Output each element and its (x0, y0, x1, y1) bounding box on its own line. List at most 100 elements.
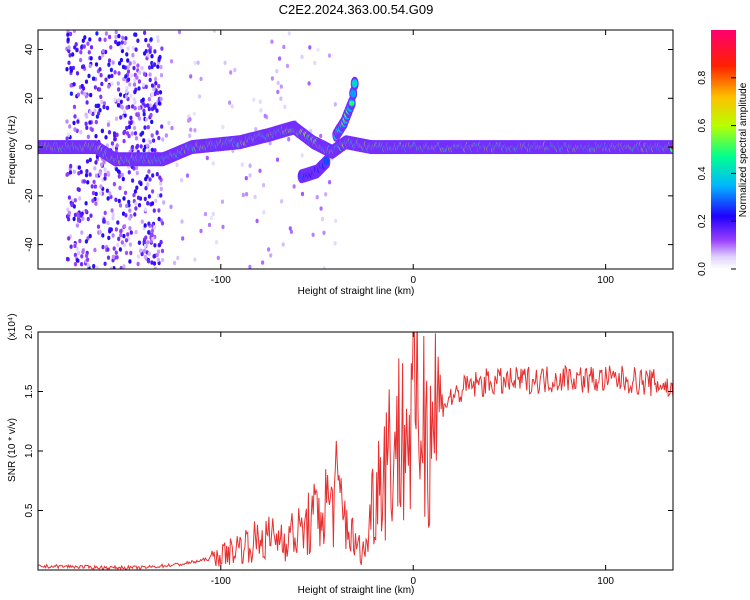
heatmap-cell (143, 51, 147, 56)
heatmap-cell (134, 229, 138, 235)
snr-series-line (38, 332, 673, 570)
spectrogram-panel: -100 0 100 40 20 0 -20 -40 Height of straight l… (7, 29, 674, 297)
heatmap-cell (123, 109, 127, 114)
heatmap-cell (101, 233, 105, 238)
heatmap-cell (118, 92, 123, 97)
heatmap-cell (79, 130, 83, 135)
heatmap-cell (73, 252, 77, 258)
heatmap-cell (79, 50, 83, 55)
colorbar-tick-label: 0.0 (697, 262, 708, 276)
heatmap-cell (126, 232, 130, 237)
heatmap-cell (85, 125, 89, 130)
heatmap-cell (76, 92, 80, 97)
heatmap-cell (153, 225, 157, 230)
heatmap-cell (120, 240, 124, 245)
heatmap-cell (175, 162, 179, 168)
heatmap-cell (73, 262, 78, 267)
heatmap-cell (132, 82, 137, 87)
heatmap-cell (180, 178, 184, 183)
heatmap-cell (110, 141, 114, 146)
heatmap-cell (254, 127, 258, 132)
heatmap-cell (150, 260, 154, 265)
colorbar-tick-label: 0.2 (697, 214, 708, 228)
heatmap-cell (159, 239, 163, 245)
heatmap-cell (79, 213, 83, 218)
heatmap-cell (86, 134, 90, 139)
heatmap-cell (112, 182, 116, 187)
heatmap-cell (119, 233, 123, 238)
heatmap-cell (233, 67, 237, 73)
heatmap-cell (156, 193, 160, 198)
heatmap-cell (114, 250, 118, 255)
heatmap-cell (142, 248, 147, 254)
heatmap-cell (147, 251, 151, 256)
heatmap-cell (137, 86, 141, 91)
heatmap-cell (86, 180, 90, 185)
heatmap-cell (133, 189, 137, 194)
heatmap-cell (98, 37, 102, 42)
heatmap-cell (322, 265, 326, 269)
heatmap-cell (262, 183, 266, 188)
heatmap-cell (111, 233, 115, 238)
heatmap-cell (76, 119, 80, 124)
heatmap-cell (279, 96, 283, 101)
heatmap-cell (129, 73, 134, 78)
heatmap-cell (109, 67, 113, 73)
snr-ylabel: SNR (10 * v/v) (7, 418, 18, 482)
heatmap-cell (288, 226, 292, 231)
heatmap-cell (92, 264, 96, 269)
heatmap-cell (158, 90, 163, 95)
heatmap-cell (127, 124, 131, 130)
heatmap-cell (153, 243, 157, 248)
heatmap-cell (122, 242, 126, 248)
heatmap-cell (146, 240, 150, 245)
heatmap-cell (144, 207, 148, 212)
heatmap-cell (85, 159, 90, 164)
heatmap-cell (142, 138, 146, 143)
snr-xtick-label: 100 (597, 576, 614, 587)
heatmap-cell (133, 106, 137, 111)
heatmap-cell (130, 131, 134, 136)
heatmap-cell (103, 167, 107, 172)
heatmap-cell (113, 137, 117, 142)
heatmap-cell (307, 81, 311, 86)
heatmap-cell (167, 120, 171, 126)
heatmap-cell (144, 37, 148, 43)
heatmap-cell (241, 192, 245, 198)
heatmap-cell (153, 91, 157, 97)
heatmap-cell (84, 79, 89, 84)
heatmap-cell (275, 157, 280, 162)
heatmap-cell (138, 70, 142, 75)
heatmap-cell (102, 104, 106, 110)
heatmap-cell (125, 131, 130, 136)
spectrogram-xtick-label: -100 (211, 275, 231, 286)
heatmap-cell (100, 128, 104, 133)
snr-ytick-label: 1.5 (24, 384, 35, 398)
heatmap-cell (292, 184, 296, 189)
heatmap-cell (124, 213, 128, 218)
snr-xtick-label: -100 (211, 576, 231, 587)
heatmap-cell (160, 46, 164, 51)
heatmap-cell (128, 226, 132, 231)
heatmap-cell (66, 207, 70, 212)
heatmap-cell (276, 89, 280, 95)
heatmap-cell (177, 30, 182, 35)
heatmap-cell (122, 196, 126, 201)
heatmap-cell (69, 163, 73, 169)
heatmap-cell (152, 138, 156, 143)
heatmap-cell (146, 53, 150, 58)
heatmap-cell (146, 201, 150, 206)
heatmap-cell (137, 79, 141, 84)
heatmap-cell (86, 263, 90, 268)
heatmap-cell (76, 211, 80, 217)
heatmap-cell (103, 37, 107, 42)
heatmap-cell (205, 155, 209, 161)
heatmap-cell (146, 182, 150, 187)
heatmap-cell (91, 111, 95, 117)
heatmap-cell (86, 216, 90, 222)
heatmap-cell (72, 120, 76, 126)
heatmap-cell (333, 241, 337, 246)
heatmap-cell (147, 169, 151, 174)
heatmap-cell (149, 37, 153, 42)
spectrogram-frame (37, 29, 674, 270)
